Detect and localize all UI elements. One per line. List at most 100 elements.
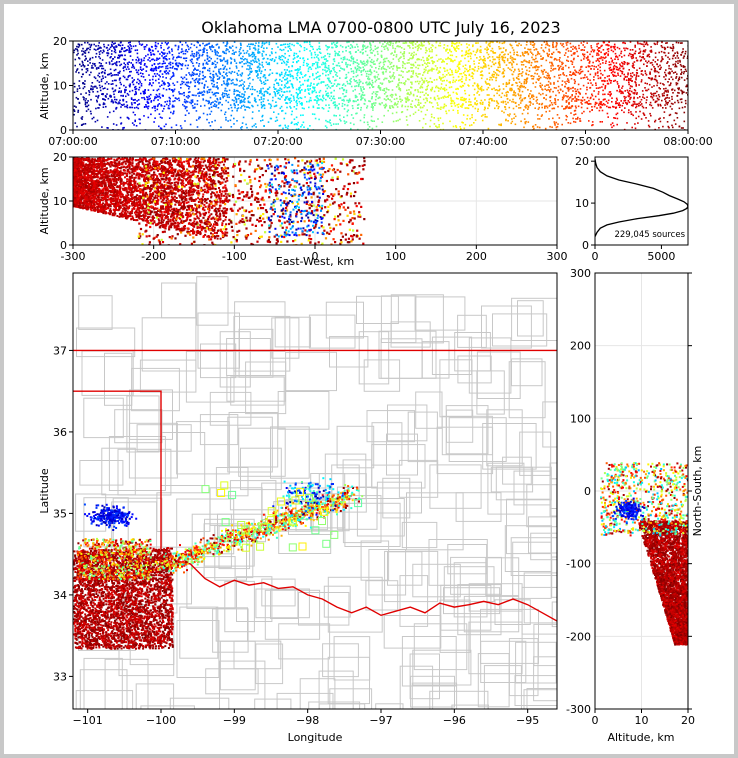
source-point: [237, 104, 239, 106]
source-point: [99, 86, 102, 89]
source-point: [246, 58, 248, 61]
source-point: [78, 57, 80, 59]
source-point: [128, 118, 130, 120]
source-point: [286, 82, 289, 84]
source-point: [157, 63, 159, 65]
source-point: [138, 43, 141, 45]
source-point: [422, 74, 424, 76]
source-point: [361, 93, 363, 96]
source-point: [550, 61, 553, 64]
source-point: [129, 55, 132, 57]
source-point: [627, 54, 630, 57]
source-point: [330, 124, 333, 127]
source-point: [406, 89, 408, 92]
source-point: [329, 70, 331, 73]
source-point: [513, 51, 516, 54]
source-point: [216, 75, 219, 77]
source-point: [225, 83, 227, 86]
source-point: [260, 90, 262, 92]
source-point: [336, 75, 339, 77]
source-point: [269, 69, 272, 71]
source-point: [624, 97, 626, 100]
source-point: [263, 125, 265, 127]
source-point: [303, 59, 306, 62]
source-point: [97, 94, 100, 97]
source-point: [407, 99, 409, 102]
source-point: [186, 101, 189, 103]
source-point: [230, 47, 232, 49]
source-point: [225, 116, 227, 119]
source-point: [473, 122, 475, 124]
source-point: [170, 89, 173, 91]
source-point: [627, 100, 630, 102]
source-point: [531, 94, 533, 97]
source-point: [522, 86, 524, 88]
source-point: [115, 79, 117, 82]
source-point: [372, 81, 374, 84]
source-point: [318, 107, 320, 109]
source-point: [329, 119, 331, 121]
source-point: [186, 44, 189, 47]
source-point: [487, 82, 489, 85]
source-point: [355, 100, 357, 103]
source-point: [639, 42, 641, 45]
source-point: [327, 52, 329, 55]
source-point: [491, 88, 494, 91]
source-point: [374, 75, 376, 78]
source-point: [128, 46, 131, 49]
source-point: [618, 67, 620, 70]
source-point: [219, 68, 222, 70]
source-point: [540, 69, 543, 72]
source-point: [166, 65, 169, 67]
source-point: [399, 51, 402, 54]
source-point: [425, 92, 427, 95]
source-point: [546, 42, 548, 45]
source-point: [442, 128, 445, 130]
source-point: [205, 99, 207, 102]
source-point: [297, 42, 299, 45]
source-point: [638, 67, 641, 70]
source-point: [538, 118, 541, 120]
source-point: [405, 101, 407, 103]
source-point: [85, 98, 87, 100]
source-point: [94, 65, 97, 67]
source-point: [227, 83, 230, 85]
source-point: [521, 85, 524, 87]
source-point: [348, 82, 351, 85]
source-point: [525, 60, 527, 63]
source-point: [130, 62, 132, 64]
source-point: [316, 97, 319, 99]
source-point: [656, 41, 659, 43]
source-point: [554, 103, 557, 105]
source-point: [91, 117, 94, 120]
source-point: [565, 48, 568, 51]
source-point: [335, 128, 337, 130]
source-point: [184, 114, 187, 116]
source-point: [176, 56, 178, 59]
source-point: [336, 104, 338, 107]
source-point: [533, 127, 535, 130]
source-point: [325, 119, 327, 122]
source-point: [604, 80, 606, 82]
source-point: [547, 84, 550, 86]
source-point: [644, 70, 646, 72]
source-point: [212, 46, 215, 48]
source-point: [77, 109, 80, 112]
source-point: [569, 42, 572, 45]
source-point: [156, 108, 159, 111]
source-point: [456, 65, 459, 68]
source-point: [193, 79, 196, 82]
source-point: [350, 114, 353, 116]
source-point: [411, 52, 413, 55]
source-point: [405, 115, 408, 118]
source-point: [134, 86, 136, 89]
source-point: [132, 45, 135, 48]
source-point: [82, 123, 85, 125]
source-point: [543, 41, 546, 43]
source-point: [256, 61, 258, 63]
source-point: [86, 68, 89, 70]
source-point: [376, 93, 378, 96]
source-point: [465, 68, 468, 71]
source-point: [139, 118, 141, 121]
source-point: [399, 89, 402, 92]
